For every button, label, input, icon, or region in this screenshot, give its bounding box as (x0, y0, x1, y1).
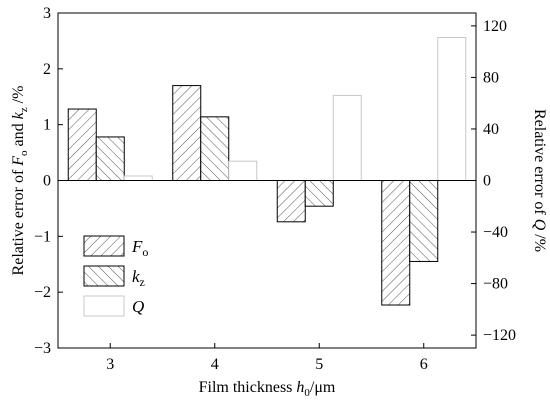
bar-Fo-4 (172, 85, 202, 181)
y-left-s2: z (18, 107, 30, 112)
x-axis-label-text: Film thickness (199, 379, 297, 396)
y-left-mid: and (10, 119, 27, 150)
y-right-tick-label: 120 (483, 18, 507, 35)
y-left-tick-label: −1 (34, 228, 51, 245)
x-axis-label-unit: /μm (310, 379, 336, 396)
legend-label-Fo: Fo (131, 237, 148, 259)
y-axis-left-label: Relative error of Fo and kz /% (10, 86, 30, 276)
bar-kz-5 (304, 180, 334, 207)
y-left-tick-label: 0 (43, 173, 51, 190)
x-tick-label: 6 (420, 356, 428, 373)
y-left-post: /% (10, 86, 27, 108)
x-tick-label: 3 (106, 356, 114, 373)
y-left-tick-label: 1 (43, 117, 51, 134)
y-left-tick-label: 3 (43, 5, 51, 22)
y-right-tick-label: −120 (483, 327, 516, 344)
y-right-pre: Relative error of (531, 109, 548, 219)
bar-Q-4 (228, 160, 258, 182)
y-right-post: /% (531, 230, 548, 252)
bar-Fo-3 (67, 108, 97, 181)
bar-Fo-5 (276, 180, 306, 223)
y-left-pre: Relative error of (10, 166, 27, 276)
y-left-tick-label: −3 (34, 340, 51, 357)
y-left-tick-label: −2 (34, 284, 51, 301)
bar-kz-3 (95, 136, 125, 181)
bar-kz-4 (200, 116, 230, 181)
y-right-tick-label: −80 (483, 276, 508, 293)
bar-Q-3 (123, 175, 153, 182)
y-left-v2: k (10, 111, 27, 119)
bar-Fo-6 (381, 180, 411, 306)
y-left-tick-label: 2 (43, 61, 51, 78)
y-right-tick-label: 40 (483, 121, 499, 138)
legend: Fo kz Q (83, 235, 148, 317)
legend-swatch-Fo (83, 235, 125, 257)
axes-layer: −3 −2 −1 0 1 2 3 −120 −80 −40 0 40 80 120 3 4 5 6 (34, 5, 516, 373)
x-tick-label: 4 (211, 356, 219, 373)
y-axis-right-label: Relative error of Q /% (531, 109, 548, 252)
bars-layer (67, 36, 467, 306)
x-tick-label: 5 (315, 356, 323, 373)
x-axis-label: Film thickness h0/μm (199, 379, 336, 399)
legend-label-kz: kz (132, 267, 145, 289)
bar-Q-6 (437, 36, 467, 181)
bar-Q-5 (332, 94, 362, 181)
x-axis-label-var: h (296, 379, 304, 396)
legend-label-Q: Q (132, 297, 144, 316)
y-left-s1: o (18, 150, 30, 156)
y-right-tick-label: 0 (483, 173, 491, 190)
y-right-tick-label: −40 (483, 224, 508, 241)
bar-kz-6 (409, 180, 439, 262)
y-right-tick-label: 80 (483, 69, 499, 86)
legend-swatch-kz (83, 265, 125, 287)
legend-swatch-Q (83, 295, 125, 317)
x-axis-label-sub: 0 (304, 387, 310, 399)
y-left-v1: F (10, 156, 27, 167)
y-right-var: Q (531, 219, 548, 231)
